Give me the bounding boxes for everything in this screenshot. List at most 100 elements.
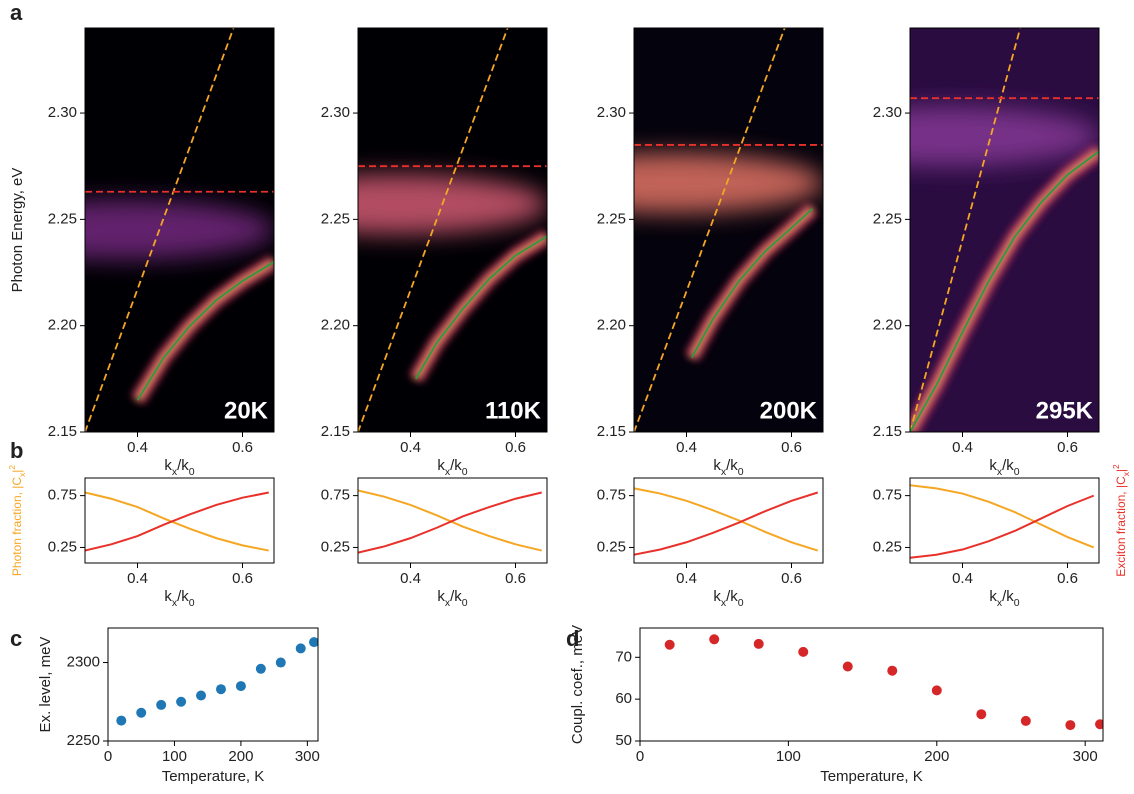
y-tick-label: 2.25 xyxy=(597,210,626,227)
axes-frame xyxy=(633,477,824,564)
series-line xyxy=(85,28,235,432)
x-axis-label-part: k xyxy=(164,457,172,474)
y-tick-label: 2250 xyxy=(67,732,100,749)
series-line xyxy=(136,261,274,401)
x-tick-label: 0.6 xyxy=(1057,439,1078,456)
plot-area xyxy=(910,28,1099,432)
y-tick-label: 2.25 xyxy=(873,210,902,227)
x-axis-label-part: k xyxy=(989,457,997,474)
y-tick-label: 2.15 xyxy=(48,423,77,440)
y-tick-label: 0.75 xyxy=(48,487,77,504)
x-axis-label-part: k xyxy=(989,588,997,605)
plot-area xyxy=(664,634,1103,731)
plot-area xyxy=(634,487,819,556)
x-axis-label: kx/k0 xyxy=(713,588,743,609)
x-tick-label: 100 xyxy=(776,748,801,765)
data-point xyxy=(1020,715,1031,726)
x-tick-label: 100 xyxy=(162,748,187,765)
y-tick-label: 2.20 xyxy=(48,317,77,334)
series-line xyxy=(634,28,786,432)
data-point xyxy=(664,639,675,650)
y-tick-label: 2300 xyxy=(67,653,100,670)
axes-frame xyxy=(909,477,1100,564)
x-tick-label: 300 xyxy=(295,748,320,765)
x-axis-label-part: 0 xyxy=(189,597,195,609)
data-point xyxy=(196,690,207,701)
x-axis-label-part: x xyxy=(445,597,451,609)
series-line xyxy=(85,491,269,552)
y-tick-label: 2.30 xyxy=(321,104,350,121)
x-axis-label-part: k xyxy=(437,588,445,605)
axes-frame xyxy=(84,477,275,564)
x-axis-label-part: 0 xyxy=(1014,597,1020,609)
x-axis-label-part: k xyxy=(164,588,172,605)
series-line xyxy=(910,150,1099,432)
panel-label: b xyxy=(10,438,23,463)
y-axis-label-part: x xyxy=(17,472,27,477)
x-axis-label-part: x xyxy=(172,597,178,609)
x-axis-label-part: /k xyxy=(1002,457,1014,474)
x-tick-label: 0.6 xyxy=(505,570,526,587)
axes-frame xyxy=(357,477,548,564)
y-axis-label-part: | xyxy=(10,470,24,473)
y-tick-label: 2.30 xyxy=(48,104,77,121)
axes-frame xyxy=(633,27,824,433)
y-tick-label: 50 xyxy=(615,732,632,749)
x-tick-label: 0.4 xyxy=(400,439,421,456)
x-axis-label: kx/k0 xyxy=(437,457,467,478)
x-tick-label: 0.6 xyxy=(1057,570,1078,587)
data-point xyxy=(235,681,246,692)
y-tick-label: 2.25 xyxy=(321,210,350,227)
x-axis-label-part: /k xyxy=(177,588,189,605)
y-axis-label: Photon Energy, eV xyxy=(9,168,26,293)
series-line xyxy=(358,28,509,432)
x-axis-label-part: /k xyxy=(177,457,189,474)
series-line xyxy=(85,491,269,552)
temperature-label: 110K xyxy=(485,397,542,424)
axes-frame xyxy=(909,27,1100,433)
y-axis-label: Ex. level, meV xyxy=(37,637,54,733)
series-line xyxy=(910,494,1095,559)
y-tick-label: 2.15 xyxy=(321,423,350,440)
x-tick-label: 0.4 xyxy=(676,439,697,456)
panel-label: c xyxy=(10,626,22,651)
y-tick-label: 0.25 xyxy=(873,538,902,555)
y-axis-label-part: Photon fraction, |C xyxy=(10,477,24,577)
x-axis-label-part: /k xyxy=(1002,588,1014,605)
data-point xyxy=(798,646,809,657)
x-axis-label-part: x xyxy=(721,597,727,609)
x-axis-label: kx/k0 xyxy=(164,588,194,609)
y2-axis-label-part: x xyxy=(1121,471,1131,476)
plot-area xyxy=(358,28,547,432)
x-axis-label: kx/k0 xyxy=(164,457,194,478)
data-point xyxy=(309,637,318,648)
data-point xyxy=(709,634,720,645)
y2-axis-label-part: 2 xyxy=(1111,464,1121,469)
series-line xyxy=(634,491,819,556)
x-axis-label: Temperature, K xyxy=(162,768,265,785)
plot-area xyxy=(634,28,823,432)
x-axis-label-part: /k xyxy=(726,457,738,474)
temperature-label: 295K xyxy=(1036,397,1094,424)
y2-axis-label-part: Exciton fraction, |C xyxy=(1114,476,1128,577)
data-point xyxy=(116,715,127,726)
x-axis-label-part: /k xyxy=(450,588,462,605)
y-axis-label: Photon fraction, |Cx|2 xyxy=(7,465,27,576)
x-axis-label: kx/k0 xyxy=(713,457,743,478)
plot-area xyxy=(116,637,318,726)
x-tick-label: 0.6 xyxy=(781,570,802,587)
data-point xyxy=(176,696,187,707)
y-tick-label: 70 xyxy=(615,648,632,665)
x-axis-label-part: k xyxy=(713,457,721,474)
data-point xyxy=(842,661,853,672)
x-axis-label-part: x xyxy=(721,466,727,478)
data-point xyxy=(1065,720,1076,731)
x-axis-label-part: k xyxy=(713,588,721,605)
data-point xyxy=(255,663,266,674)
temperature-label: 200K xyxy=(760,397,818,424)
x-axis-label-part: 0 xyxy=(738,597,744,609)
data-point xyxy=(136,707,147,718)
plot-area xyxy=(910,484,1095,559)
y2-axis-label-part: | xyxy=(1114,469,1128,472)
